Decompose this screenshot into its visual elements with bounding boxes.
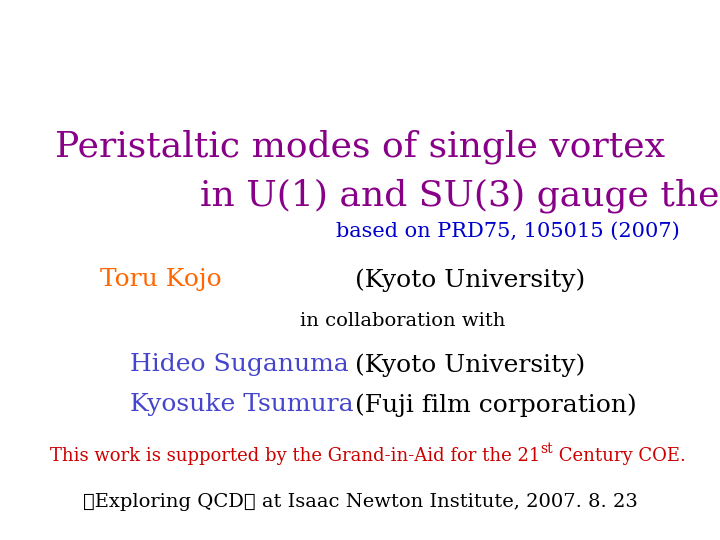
Text: (Kyoto University): (Kyoto University) [355, 268, 585, 292]
Text: (Fuji film corporation): (Fuji film corporation) [355, 393, 636, 416]
Text: in collaboration with: in collaboration with [300, 312, 505, 330]
Text: Century COE.: Century COE. [553, 447, 686, 465]
Text: This work is supported by the Grand-in-Aid for the 21: This work is supported by the Grand-in-A… [50, 447, 541, 465]
Text: Hideo Suganuma: Hideo Suganuma [130, 353, 348, 376]
Text: in U(1) and SU(3) gauge theories: in U(1) and SU(3) gauge theories [200, 178, 720, 213]
Text: Kyosuke Tsumura: Kyosuke Tsumura [130, 393, 354, 416]
Text: 「Exploring QCD」 at Isaac Newton Institute, 2007. 8. 23: 「Exploring QCD」 at Isaac Newton Institut… [83, 493, 637, 511]
Text: Peristaltic modes of single vortex: Peristaltic modes of single vortex [55, 130, 665, 165]
Text: based on PRD75, 105015 (2007): based on PRD75, 105015 (2007) [336, 222, 680, 241]
Text: Toru Kojo: Toru Kojo [100, 268, 222, 291]
Text: st: st [541, 442, 553, 456]
Text: (Kyoto University): (Kyoto University) [355, 353, 585, 376]
